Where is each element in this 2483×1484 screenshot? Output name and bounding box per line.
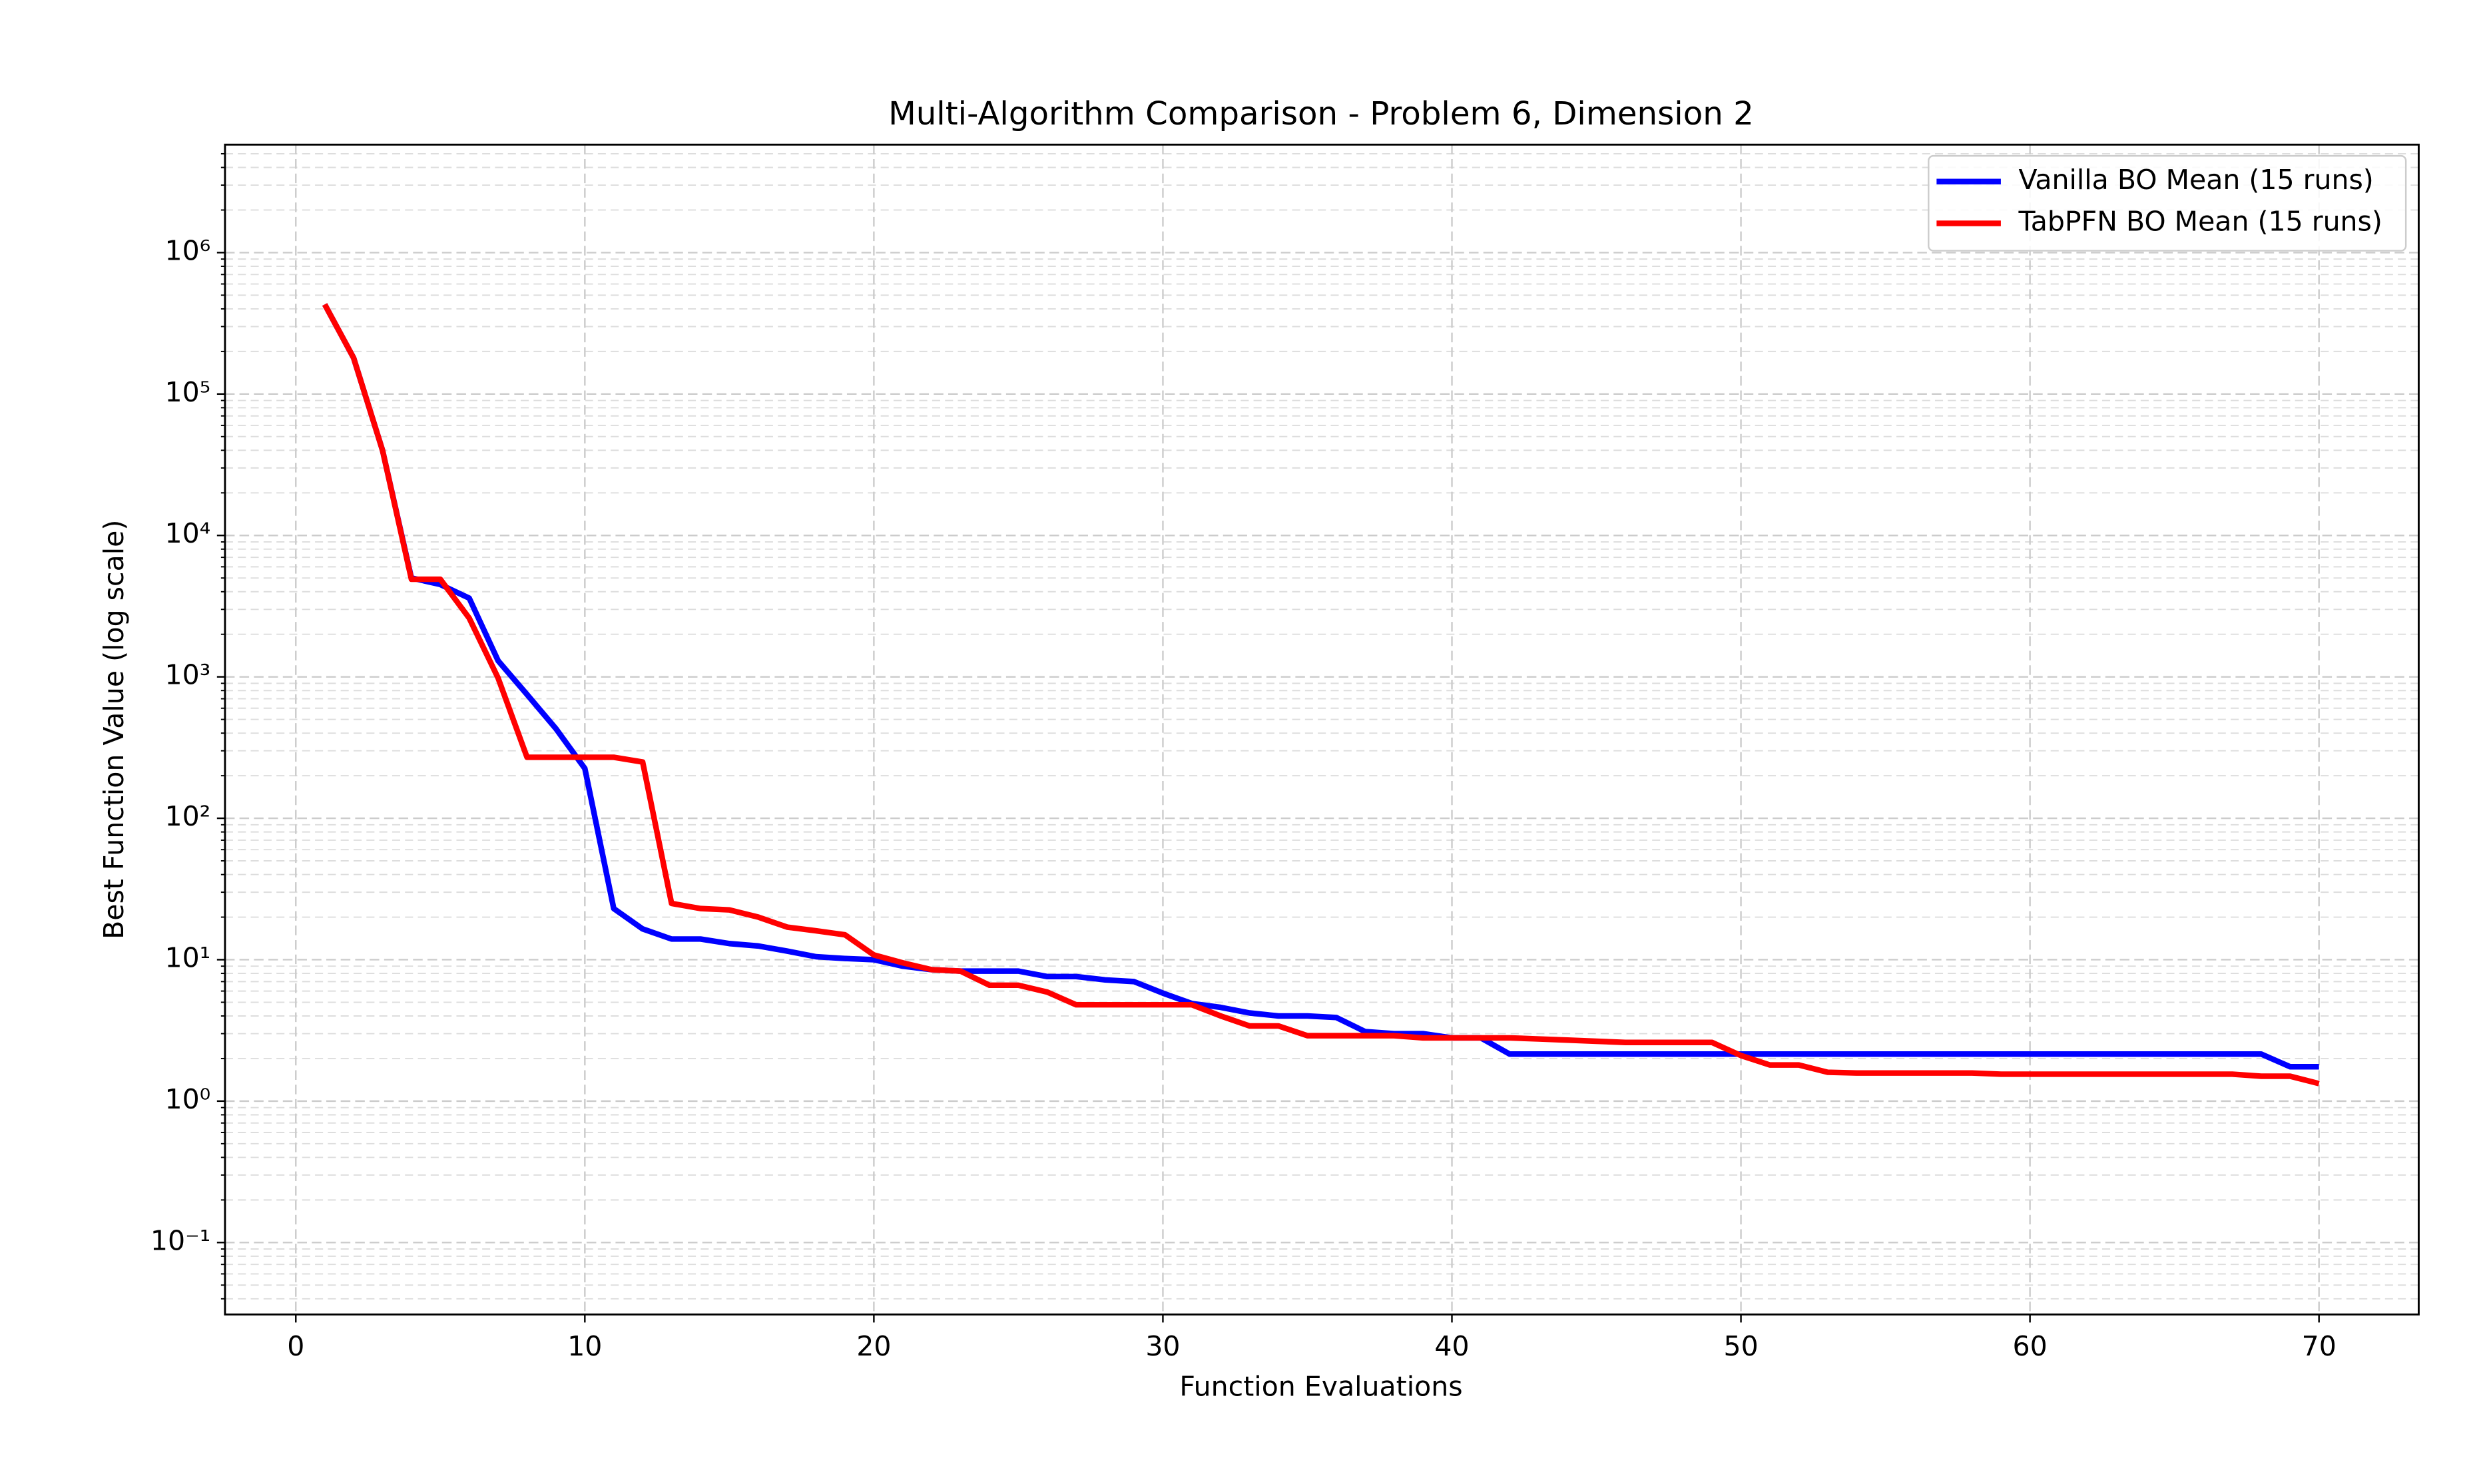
- chart-title: Multi-Algorithm Comparison - Problem 6, …: [888, 95, 1754, 132]
- lines: [322, 303, 2320, 1087]
- y-tick-label: 10⁰: [165, 1083, 211, 1115]
- legend: Vanilla BO Mean (15 runs) TabPFN BO Mean …: [1928, 154, 2407, 252]
- y-axis-label: Best Function Value (log scale): [98, 520, 130, 939]
- x-tick-label: 30: [1145, 1330, 1180, 1362]
- plot-frame: [224, 143, 2420, 1316]
- x-axis-label: Function Evaluations: [1179, 1370, 1462, 1402]
- x-tick-label: 20: [856, 1330, 891, 1362]
- y-tick-label: 10⁴: [165, 517, 211, 549]
- series-line: [322, 303, 2319, 1070]
- y-tick-label: 10⁻¹: [150, 1224, 210, 1256]
- y-tick-label: 10²: [165, 800, 211, 832]
- x-tick-label: 40: [1434, 1330, 1469, 1362]
- y-tick-label: 10³: [165, 659, 211, 691]
- y-tick-label: 10⁶: [165, 234, 211, 266]
- x-tick-label: 70: [2302, 1330, 2337, 1362]
- x-tick-label: 60: [2013, 1330, 2048, 1362]
- x-tick-label: 50: [1723, 1330, 1758, 1362]
- legend-label: Vanilla BO Mean (15 runs): [2018, 164, 2373, 196]
- y-tick-label: 10¹: [165, 941, 211, 973]
- series-line: [322, 303, 2320, 1087]
- x-tick-label: 10: [567, 1330, 602, 1362]
- legend-label: TabPFN BO Mean (15 runs): [2018, 206, 2382, 238]
- x-tick-label: 0: [287, 1330, 304, 1362]
- y-tick-label: 10⁵: [165, 376, 211, 408]
- legend-box: [1928, 154, 2407, 252]
- grid: [216, 144, 2419, 1323]
